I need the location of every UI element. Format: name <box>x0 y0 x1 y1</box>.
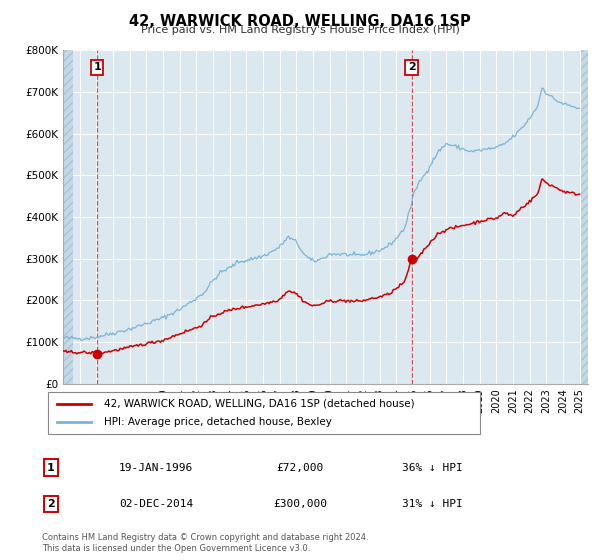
Text: 42, WARWICK ROAD, WELLING, DA16 1SP (detached house): 42, WARWICK ROAD, WELLING, DA16 1SP (det… <box>104 399 415 409</box>
Text: 42, WARWICK ROAD, WELLING, DA16 1SP: 42, WARWICK ROAD, WELLING, DA16 1SP <box>129 14 471 29</box>
Text: £72,000: £72,000 <box>277 463 323 473</box>
Text: 2: 2 <box>47 499 55 509</box>
Text: Contains HM Land Registry data © Crown copyright and database right 2024.
This d: Contains HM Land Registry data © Crown c… <box>42 533 368 553</box>
FancyBboxPatch shape <box>48 392 480 434</box>
Text: HPI: Average price, detached house, Bexley: HPI: Average price, detached house, Bexl… <box>104 417 332 427</box>
Text: 1: 1 <box>47 463 55 473</box>
Text: 02-DEC-2014: 02-DEC-2014 <box>119 499 193 509</box>
Text: 1: 1 <box>93 62 101 72</box>
Text: 31% ↓ HPI: 31% ↓ HPI <box>401 499 463 509</box>
Text: 36% ↓ HPI: 36% ↓ HPI <box>401 463 463 473</box>
Text: £300,000: £300,000 <box>273 499 327 509</box>
Text: 2: 2 <box>408 62 416 72</box>
Text: Price paid vs. HM Land Registry's House Price Index (HPI): Price paid vs. HM Land Registry's House … <box>140 25 460 35</box>
Text: 19-JAN-1996: 19-JAN-1996 <box>119 463 193 473</box>
